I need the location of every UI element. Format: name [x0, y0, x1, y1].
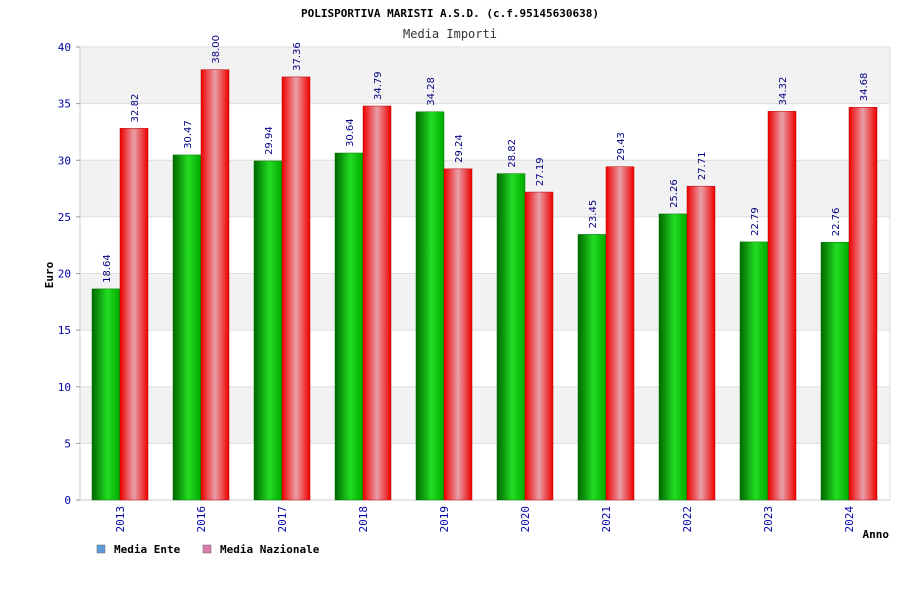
y-tick-label: 10 [58, 381, 71, 394]
y-tick-label: 15 [58, 324, 71, 337]
x-tick-label: 2021 [600, 506, 613, 533]
y-tick-label: 30 [58, 154, 71, 167]
bar-media-ente-2016 [172, 154, 202, 501]
legend-swatch [96, 544, 106, 554]
bar-media-ente-2018 [334, 152, 364, 501]
bar-media-nazionale-2019 [443, 168, 473, 501]
legend-entry: Media Ente [114, 543, 181, 556]
legend: Media Ente Media Nazionale [96, 543, 320, 556]
data-label: 30.47 [183, 120, 194, 149]
bar-media-ente-2022 [658, 213, 688, 501]
data-label: 29.94 [264, 126, 275, 155]
legend-entry: Media Nazionale [220, 543, 320, 556]
data-label: 27.19 [535, 157, 546, 186]
data-label: 37.36 [292, 42, 303, 71]
bar-media-ente-2021 [577, 234, 607, 501]
bars: 18.64 32.82 30.47 38.00 29.94 37.36 30.64 34.79… [91, 35, 878, 501]
bar-media-nazionale-2023 [767, 111, 797, 501]
x-tick-label: 2018 [357, 506, 370, 533]
data-label: 38.00 [211, 35, 222, 64]
x-axis-ticks: 2013 2016 2017 2018 2019 2020 2021 2022 2023 2024 [114, 506, 856, 533]
data-label: 34.68 [859, 73, 870, 102]
data-label: 29.24 [454, 134, 465, 163]
data-label: 27.71 [697, 152, 708, 181]
chart-title: POLISPORTIVA MARISTI A.S.D. (c.f.9514563… [301, 7, 599, 20]
x-tick-label: 2013 [114, 506, 127, 533]
data-label: 34.79 [373, 71, 384, 100]
bar-media-nazionale-2021 [605, 166, 635, 501]
data-label: 18.64 [102, 254, 113, 283]
x-tick-label: 2020 [519, 506, 532, 533]
y-axis-ticks: 0 5 10 15 20 25 30 35 40 [58, 41, 80, 507]
y-tick-label: 0 [64, 494, 71, 507]
data-label: 30.64 [345, 118, 356, 147]
data-label: 22.79 [750, 207, 761, 236]
bar-media-ente-2013 [91, 288, 121, 501]
bar-media-nazionale-2022 [686, 185, 716, 501]
y-tick-label: 40 [58, 41, 71, 54]
bar-media-ente-2019 [415, 111, 445, 501]
data-label: 34.32 [778, 77, 789, 106]
x-tick-label: 2017 [276, 506, 289, 533]
data-label: 22.76 [831, 208, 842, 237]
bar-media-nazionale-2013 [119, 128, 149, 501]
x-tick-label: 2016 [195, 506, 208, 533]
bar-media-ente-2023 [739, 241, 769, 501]
data-label: 29.43 [616, 132, 627, 161]
bar-media-ente-2020 [496, 173, 526, 501]
legend-swatch [202, 544, 212, 554]
y-axis-label: Euro [43, 261, 56, 288]
bar-media-nazionale-2018 [362, 105, 392, 501]
x-tick-label: 2019 [438, 506, 451, 533]
data-label: 28.82 [507, 139, 518, 168]
data-label: 25.26 [669, 179, 680, 208]
y-tick-label: 25 [58, 211, 71, 224]
x-tick-label: 2024 [843, 506, 856, 533]
bar-media-nazionale-2020 [524, 191, 554, 501]
bar-media-ente-2017 [253, 160, 283, 501]
y-tick-label: 5 [64, 437, 71, 450]
x-tick-label: 2022 [681, 506, 694, 533]
data-label: 32.82 [130, 94, 141, 123]
chart-subtitle: Media Importi [403, 27, 497, 41]
y-tick-label: 20 [58, 268, 71, 281]
y-tick-label: 35 [58, 98, 71, 111]
x-tick-label: 2023 [762, 506, 775, 533]
data-label: 23.45 [588, 200, 599, 229]
x-axis-label: Anno [863, 528, 890, 541]
bar-media-ente-2024 [820, 241, 850, 501]
bar-media-nazionale-2017 [281, 76, 311, 501]
bar-media-nazionale-2024 [848, 106, 878, 501]
data-label: 34.28 [426, 77, 437, 106]
bar-media-nazionale-2016 [200, 69, 230, 501]
